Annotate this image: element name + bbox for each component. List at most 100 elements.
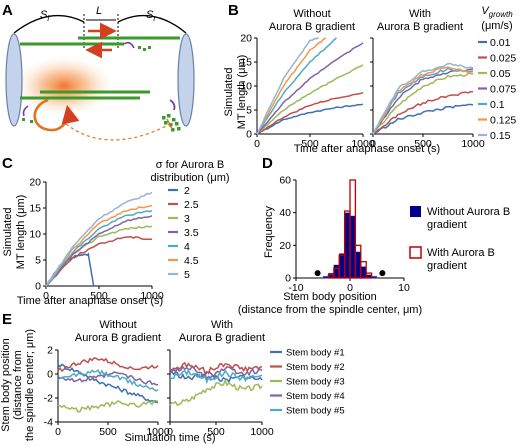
series-line-0-1 [372, 67, 474, 135]
series-line-0-01 [256, 103, 364, 135]
y-tick-label: 5 [246, 105, 252, 117]
x-tick-label: 1000 [146, 426, 170, 438]
c-legend: 2 2.5 3 3.5 4 4.5 5 [168, 185, 199, 281]
legend-swatch-with [409, 246, 422, 259]
y-tick-label: 0 [246, 129, 252, 141]
sl-arc [13, 15, 85, 34]
x-tick-label: 500 [414, 138, 432, 150]
series-line-stem-body-3 [169, 378, 263, 407]
e-right-title-1: With [211, 319, 233, 331]
legend-entry: 0.125 [490, 115, 516, 127]
series-line-2-5 [45, 236, 153, 287]
x-tick-label: 1000 [250, 426, 274, 438]
x-tick-label: 500 [207, 426, 225, 438]
hist-bar-without [360, 266, 367, 279]
d-ylabel: Frequency [263, 206, 275, 258]
legend-entry: 3 [184, 213, 190, 225]
x-tick-label: 10 [398, 282, 410, 294]
e-with-axes: 0 500 1000 [167, 349, 274, 438]
x-tick-label: 0 [254, 138, 260, 150]
outlier-point [379, 270, 386, 277]
y-tick-label: -2 [44, 393, 53, 405]
e-left-title-1: Without [99, 319, 136, 331]
c-xlabel: Time after anaphase onset (s) [17, 295, 163, 307]
y-tick-label: 60 [279, 175, 291, 187]
legend-swatch-without [410, 206, 421, 217]
legend-entry: 0.025 [490, 53, 516, 65]
panel-b-label: B [228, 2, 239, 19]
hist-bar-without [349, 215, 356, 279]
c-axes: 0 500 1000 0 5 10 15 20 [29, 177, 164, 303]
legend-entry: 0.075 [490, 84, 516, 96]
panel-a-label: A [2, 2, 13, 19]
legend-entry: 0.01 [490, 37, 511, 49]
series-line-3-5 [45, 215, 153, 287]
legend-entry: Stem body #3 [286, 377, 345, 388]
e-legend: Stem body #1 Stem body #2 Stem body #3 Stem… [270, 348, 345, 417]
series-line-0-025 [372, 90, 474, 135]
d-xlabel-1: Stem body position [283, 291, 377, 303]
b-legend: 0.01 0.025 0.05 0.075 0.1 0.125 0.15 [478, 37, 516, 142]
outlier-point [314, 270, 321, 277]
series-line-0-15 [372, 62, 474, 135]
y-tick-label: 20 [279, 240, 291, 252]
x-tick-label: 500 [301, 138, 319, 150]
sl-label: Sl [40, 9, 49, 23]
x-tick-label: 0 [347, 282, 353, 294]
x-tick-label: -10 [288, 282, 303, 294]
hist-bar-without [344, 212, 351, 279]
legend-entry: 0.05 [490, 68, 511, 80]
depoly-tip-left [22, 105, 29, 117]
x-tick-label: 0 [43, 290, 49, 302]
series-line-stem-body-2 [57, 357, 159, 372]
y-tick-label: 15 [240, 57, 252, 69]
series-line-0-075 [256, 42, 364, 135]
e-ylabel-3: the spindle center; μm) [24, 329, 36, 441]
aurora-dashed-inhibition [65, 123, 171, 141]
y-tick-label: 0 [47, 369, 53, 381]
y-tick-label: 20 [240, 33, 252, 45]
panel-e-label: E [2, 311, 12, 328]
aurora-b-gradient [14, 56, 114, 116]
b-ylabel-1: Simulated [223, 68, 235, 117]
x-tick-label: 0 [370, 138, 376, 150]
legend-entry: 3.5 [184, 227, 199, 239]
b-legend-title: Vgrowth [481, 5, 513, 19]
legend-entry: 4.5 [184, 255, 199, 267]
c-ylabel-2: MT length (μm) [15, 195, 27, 270]
legend-entry-with: With Aurora B [427, 247, 495, 259]
d-xlabel-2: (distance from the spindle center, μm) [238, 304, 422, 316]
e-without-axes: 0 500 1000 -4 -2 0 2 [44, 345, 170, 439]
x-tick-label: 500 [90, 290, 108, 302]
b-right-title-1: With [409, 8, 431, 20]
e-ylabel-1: Stem body position [0, 338, 12, 432]
series-line-4 [45, 209, 153, 287]
y-tick-label: 40 [279, 207, 291, 219]
b-ylabel-2: MT length (μm) [236, 55, 248, 130]
b-with-axes: 0 500 1000 [370, 37, 485, 150]
left-pole [5, 33, 23, 127]
series-line-0-1 [256, 37, 337, 135]
y-tick-label: 10 [240, 81, 252, 93]
hist-bar-without [339, 253, 345, 279]
b-right-title-2: Aurora B gradient [377, 21, 463, 33]
series-line-0-025 [256, 91, 364, 135]
hist-bar-without [371, 276, 378, 279]
series-line-stem-body-5 [57, 368, 159, 392]
series-line-0-075 [372, 68, 473, 135]
e-ylabel-2: (distance from [12, 350, 24, 420]
y-tick-label: 0 [35, 281, 41, 293]
hist-bar-without [333, 264, 340, 279]
y-tick-label: 20 [29, 177, 41, 189]
y-tick-label: 5 [35, 255, 41, 267]
hist-bar-without [328, 272, 334, 279]
c-ylabel-1: Simulated [2, 208, 14, 257]
legend-entry: 2.5 [184, 199, 199, 211]
c-legend-title-2: distribution (μm) [150, 172, 229, 184]
hist-bar-with [365, 272, 373, 279]
x-tick-label: 0 [167, 426, 173, 438]
panel-c-label: C [2, 155, 13, 172]
b-left-title-1: Without [293, 8, 330, 20]
y-tick-label: 2 [47, 345, 53, 357]
